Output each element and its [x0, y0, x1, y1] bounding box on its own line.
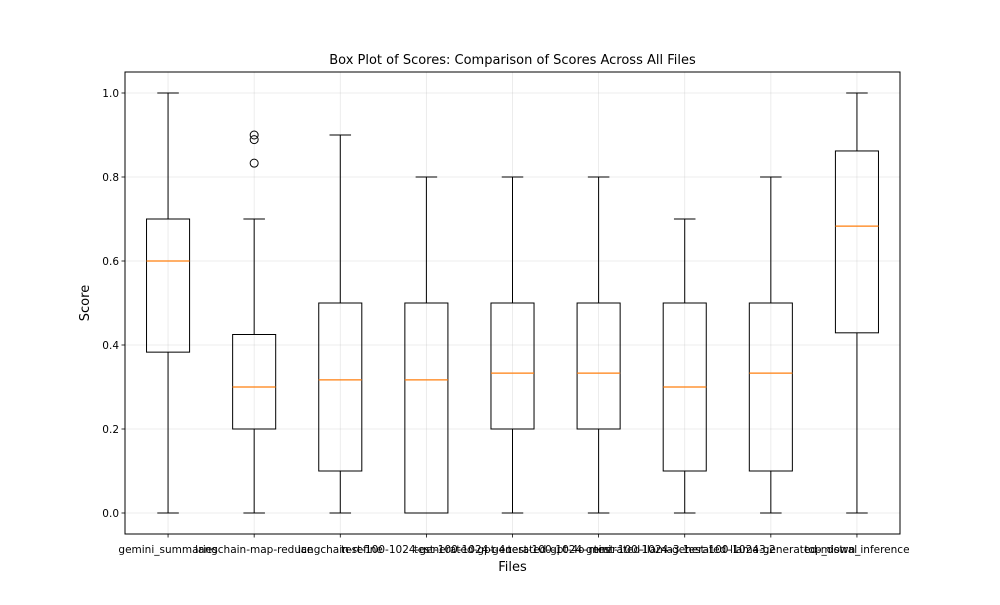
iqr-box	[232, 334, 277, 430]
box-test-100-1024-generated-gpt-4o	[404, 176, 449, 514]
box-langchain-map-reduce	[232, 130, 277, 514]
box-gemini_summaries	[146, 92, 191, 514]
iqr-box	[576, 302, 621, 430]
box-langchain-refine	[318, 134, 363, 514]
iqr-box	[318, 302, 363, 472]
y-tick-label: 0.8	[102, 172, 119, 184]
iqr-box	[146, 218, 191, 353]
x-tick-label: test-100-1024-generated-mistral	[684, 544, 857, 556]
y-tick-label: 0.0	[102, 508, 119, 520]
box-layer	[146, 92, 879, 514]
x-tick-label: test-100-1024-generated-llama3.2	[594, 544, 776, 556]
box-test-100-1024-generated-llama3.1	[576, 176, 621, 514]
tick-layer: 0.00.20.40.60.81.0gemini_summarieslangch…	[102, 88, 909, 556]
iqr-box	[748, 302, 793, 472]
iqr-box	[834, 150, 879, 334]
outlier-point	[249, 130, 259, 140]
y-tick-label: 1.0	[102, 88, 119, 100]
x-tick-label: test-100-1024-generated-gpt-4o	[341, 544, 512, 556]
box-test-100-1024-generated-mistral	[748, 176, 793, 514]
x-tick-label: top_down_inference	[804, 544, 909, 556]
box-test-100-1024-generated-llama3.2	[662, 218, 707, 514]
y-tick-label: 0.2	[102, 424, 119, 436]
x-tick-label: langchain-refine	[298, 544, 383, 556]
x-tick-label: test-100-1024-generated-llama3.1	[508, 544, 690, 556]
box-test-100-1024-generated-gpt-4o-mini	[490, 176, 535, 514]
x-tick-label: langchain-map-reduce	[195, 544, 313, 556]
x-tick-label: gemini_summaries	[118, 544, 217, 556]
box-top_down_inference	[834, 92, 879, 514]
outlier-point	[249, 135, 259, 145]
x-axis-label: Files	[498, 560, 527, 575]
chart-title: Box Plot of Scores: Comparison of Scores…	[329, 53, 696, 68]
outlier-point	[249, 158, 259, 168]
iqr-box	[490, 302, 535, 430]
iqr-box	[404, 302, 449, 514]
y-tick-label: 0.6	[102, 256, 119, 268]
x-tick-label: test-100-1024-generated-gpt-4o-mini	[414, 544, 611, 556]
y-axis-label: Score	[78, 285, 93, 321]
y-tick-label: 0.4	[102, 340, 119, 352]
